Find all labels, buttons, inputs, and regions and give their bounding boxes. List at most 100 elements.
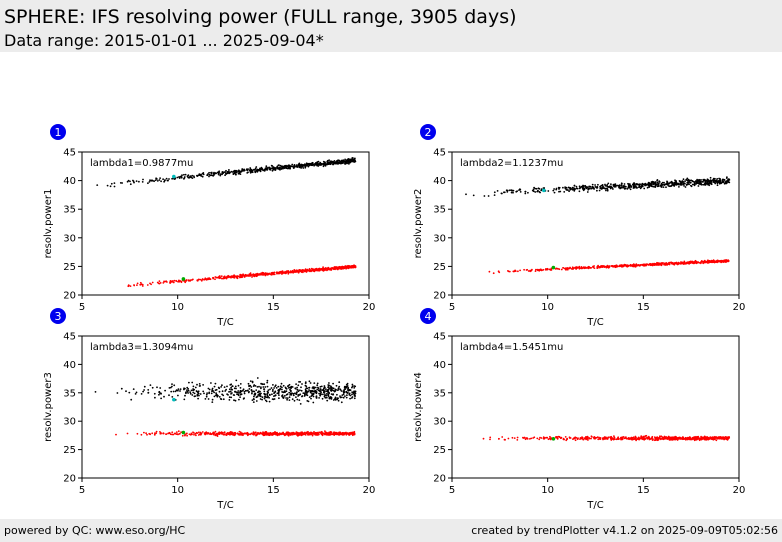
data-point [667,435,670,438]
data-point [353,387,356,389]
data-point [331,389,333,391]
data-point [516,436,519,439]
data-point [306,268,309,271]
data-point [288,383,291,386]
data-point [254,171,257,174]
data-point [288,396,291,399]
data-point [613,185,616,188]
data-point [681,182,684,184]
data-point [633,185,636,188]
data-point [189,391,192,394]
data-point [574,266,577,269]
data-point [343,391,346,394]
data-point [175,280,178,282]
data-point [320,163,323,166]
data-point [498,438,500,440]
data-point [317,268,319,271]
chart-panel-4: 5 10 15 20202530354045T/Cresolv.power4lambd… [413,308,745,511]
data-point [322,432,324,435]
data-point [713,437,716,439]
data-point [220,275,223,278]
data-point [156,281,159,284]
data-point [656,181,659,184]
data-point [662,186,665,189]
data-point [650,184,653,187]
data-point [345,386,348,389]
data-point [183,398,186,401]
data-point [271,169,274,172]
data-point [269,433,271,436]
data-point [523,268,525,271]
data-point [254,167,257,170]
data-point [307,400,310,403]
data-point [310,164,312,167]
data-point [328,268,331,271]
data-point [266,379,269,382]
page-title: SPHERE: IFS resolving power (FULL range,… [4,6,517,28]
data-point [194,386,197,389]
data-point [142,178,144,181]
data-point [684,182,686,185]
data-point [682,178,685,181]
data-point [329,163,332,166]
data-point [271,393,273,396]
y-tick-label: 40 [433,360,446,371]
data-point [219,431,222,434]
data-point [540,189,543,192]
data-point [588,266,591,269]
data-point [344,388,347,390]
data-point [237,169,240,172]
data-point [543,437,546,440]
data-point [129,183,132,186]
data-point [346,432,349,435]
data-point [266,432,269,435]
data-point [196,174,198,177]
data-point [311,394,314,397]
data-point [165,177,168,180]
data-point [585,185,587,188]
data-point [354,392,357,395]
data-point [253,390,256,393]
data-point [192,278,194,281]
data-point [153,392,156,395]
data-point [304,390,307,393]
data-point [228,399,231,401]
data-point [335,431,337,434]
data-point [700,183,703,186]
data-point [673,183,676,186]
powered-by-link[interactable]: powered by QC: www.eso.org/HC [4,524,186,537]
data-point [619,186,621,189]
data-point [578,267,581,270]
data-point [718,182,721,185]
data-point [256,395,259,398]
data-point [250,386,253,388]
data-point [537,187,540,190]
data-point [219,173,222,176]
y-tick-label: 20 [63,291,76,302]
data-point [113,182,116,185]
data-point [683,185,685,187]
data-point [314,391,317,393]
data-point [519,191,522,193]
data-point [263,397,266,400]
data-point [274,394,277,397]
data-point [168,387,171,389]
data-point [483,195,486,197]
data-point [345,267,347,270]
data-point [326,163,328,166]
data-point [346,391,348,394]
data-point [707,179,710,181]
x-axis-label: T/C [216,317,233,328]
data-point [183,176,186,178]
data-point [221,384,223,387]
data-point [349,394,352,397]
y-tick-label: 40 [433,176,446,187]
data-point [297,384,300,387]
data-point [327,390,329,392]
data-point [239,173,242,176]
data-point [244,432,247,435]
data-point [581,437,584,440]
latest-point-marker [551,437,556,441]
y-tick-label: 45 [63,332,76,343]
data-point [273,387,275,389]
